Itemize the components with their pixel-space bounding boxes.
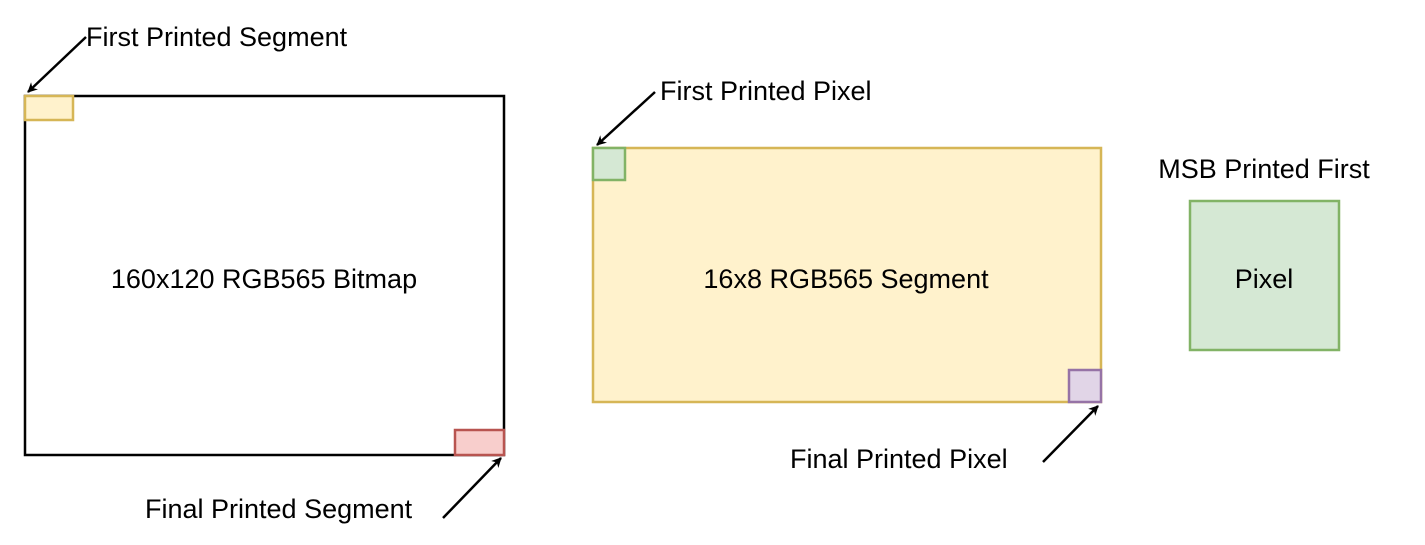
- final-segment-arrow-icon: [442, 457, 502, 519]
- first-pixel-arrow-icon: [596, 91, 656, 146]
- msb-caption: MSB Printed First: [1158, 154, 1370, 184]
- bitmap-label: 160x120 RGB565 Bitmap: [111, 264, 417, 294]
- final-segment-marker: [453, 428, 506, 457]
- pixel-label: Pixel: [1235, 264, 1294, 294]
- first-pixel-label: First Printed Pixel: [660, 76, 872, 106]
- bitmap-box: [23, 94, 506, 457]
- final-pixel-arrow-icon: [1042, 405, 1099, 463]
- pixel-box: [1188, 199, 1341, 352]
- first-pixel-marker: [591, 146, 627, 182]
- final-pixel-label: Final Printed Pixel: [790, 444, 1008, 474]
- segment-label: 16x8 RGB565 Segment: [703, 264, 989, 294]
- bitmap-group: 160x120 RGB565 Bitmap First Printed Segm…: [23, 22, 506, 524]
- final-segment-label: Final Printed Segment: [145, 494, 413, 524]
- first-segment-marker: [23, 94, 75, 122]
- pixel-group: MSB Printed First Pixel: [1158, 154, 1370, 352]
- first-segment-label: First Printed Segment: [86, 22, 348, 52]
- segment-group: 16x8 RGB565 Segment First Printed Pixel …: [591, 76, 1103, 474]
- first-segment-arrow-icon: [27, 36, 87, 93]
- final-pixel-marker: [1067, 368, 1103, 404]
- segment-box: [591, 146, 1103, 404]
